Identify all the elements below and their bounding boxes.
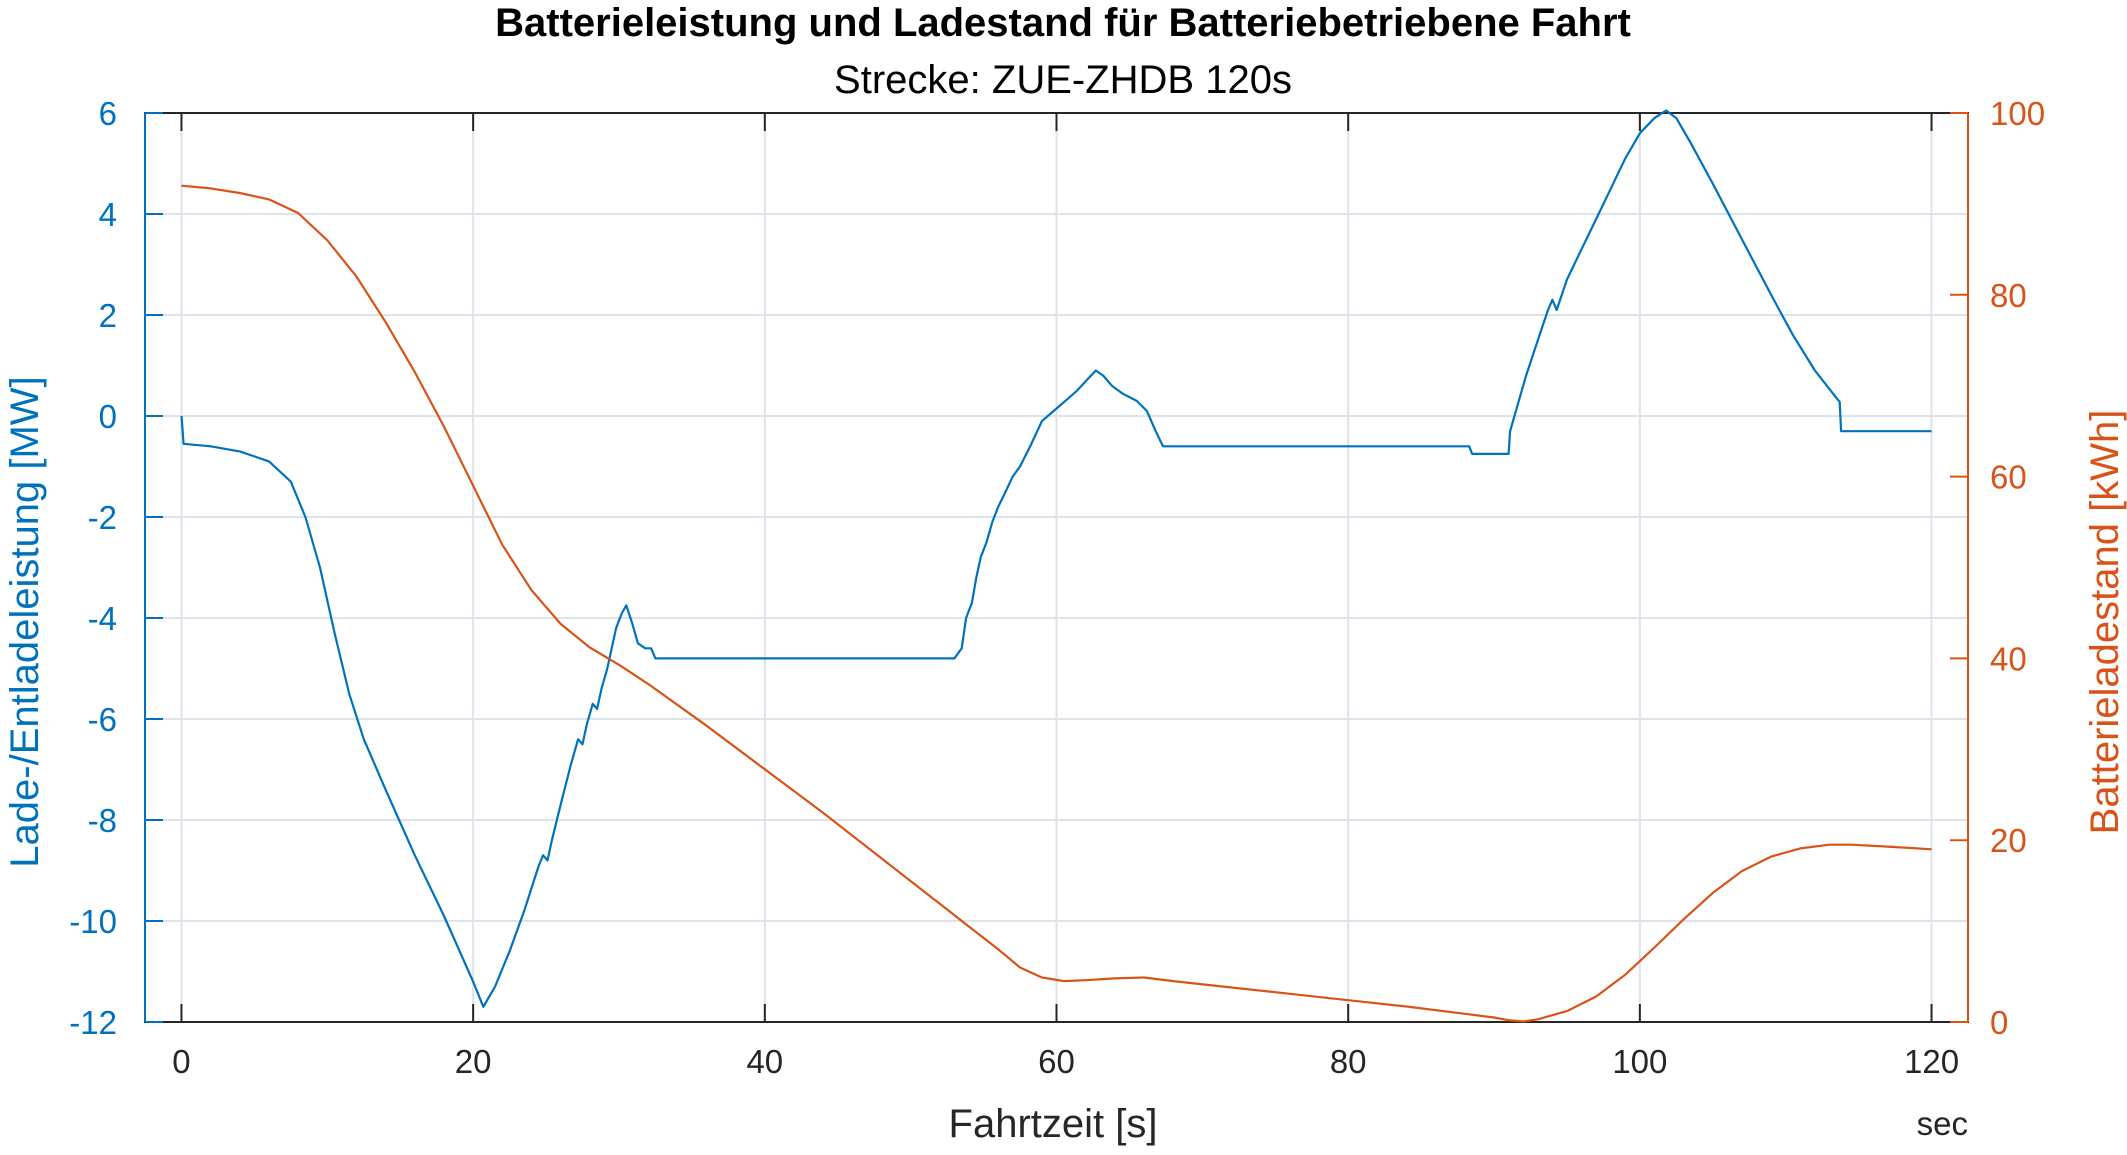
y-right-axis-label: Batterieladestand [kWh]	[2083, 410, 2127, 835]
y-left-tick-label: -8	[88, 802, 117, 839]
x-tick-label: 80	[1330, 1043, 1367, 1080]
chart-subtitle: Strecke: ZUE-ZHDB 120s	[834, 58, 1292, 102]
x-axis-label: Fahrtzeit [s]	[949, 1102, 1158, 1146]
y-left-tick-label: 0	[99, 398, 117, 435]
axis-ticks: 0 20 40 60 80 100 120-12-10-8-6-4-202460204060…	[69, 95, 2045, 1080]
x-tick-label: 120	[1904, 1043, 1959, 1080]
y-right-tick-label: 20	[1990, 822, 2027, 859]
y-left-tick-label: -10	[69, 903, 117, 940]
series-line-charge	[181, 184, 1932, 1023]
y-left-tick-label: 2	[99, 297, 117, 334]
x-axis-unit-label: sec	[1917, 1105, 1968, 1142]
y-right-tick-label: 80	[1990, 277, 2027, 314]
y-right-tick-label: 100	[1990, 95, 2045, 132]
chart-title: Batterieleistung und Ladestand für Batte…	[495, 1, 1631, 45]
y-left-tick-label: -4	[88, 600, 117, 637]
y-left-tick-label: -12	[69, 1004, 117, 1041]
y-right-tick-label: 40	[1990, 640, 2027, 677]
grid	[145, 112, 1968, 1023]
y-left-tick-label: -6	[88, 701, 117, 738]
x-tick-label: 40	[746, 1043, 783, 1080]
y-left-tick-label: -2	[88, 499, 117, 536]
y-left-axis-label: Lade-/Entladeleistung [MW]	[3, 376, 47, 867]
y-left-tick-label: 4	[99, 196, 117, 233]
x-tick-label: 60	[1038, 1043, 1075, 1080]
y-left-tick-label: 6	[99, 95, 117, 132]
x-tick-label: 0	[172, 1043, 190, 1080]
y-right-tick-label: 0	[1990, 1004, 2008, 1041]
y-right-tick-label: 60	[1990, 459, 2027, 496]
series-lines	[180, 109, 1932, 1023]
x-tick-label: 100	[1612, 1043, 1667, 1080]
series-line-power	[180, 109, 1932, 1008]
x-tick-label: 20	[455, 1043, 492, 1080]
